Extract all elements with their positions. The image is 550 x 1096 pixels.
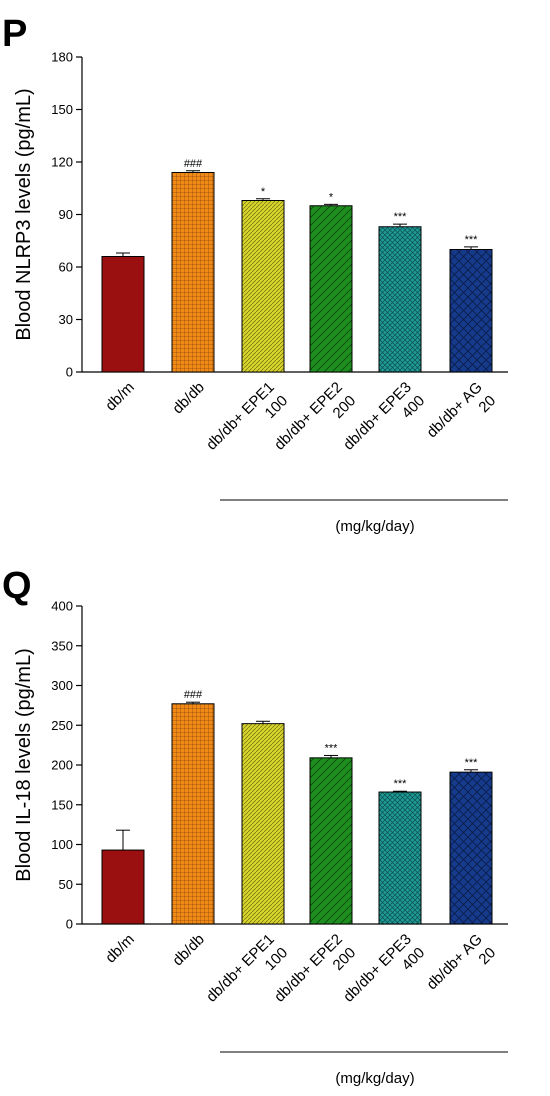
bar [378,226,422,373]
category-label: db/db+ AG20 [423,379,499,455]
significance-label: ### [184,158,203,170]
panel-letter: P [2,13,27,55]
category-label: db/m [102,379,138,415]
category-label-line: db/db [169,379,208,418]
y-tick-label: 120 [51,155,73,170]
bar [241,723,285,925]
significance-label: *** [394,211,408,223]
dose-units-label: (mg/kg/day) [335,1070,414,1087]
y-tick-label: 50 [59,877,73,892]
category-label-line: db/db+ AG [423,379,485,441]
significance-label: ### [184,689,203,701]
y-tick-label: 400 [51,599,73,614]
y-tick-label: 300 [51,678,73,693]
category-label: db/db+ EPE2200 [271,379,359,467]
chart-panel: Q 0 50 100 150 200 250 300 350 400 Blood IL-18 lev… [2,565,508,1087]
significance-label: * [329,191,334,203]
significance-label: * [261,186,266,198]
category-label-line: db/db [169,931,208,970]
chart-panel: P 0 30 60 90 120 150 180 Blood NLRP3 levels (pg/… [2,13,508,535]
y-tick-label: 350 [51,638,73,653]
bar [378,791,422,925]
bar [449,249,493,373]
significance-label: *** [325,742,339,754]
bar [241,200,285,373]
chart-panels: P 0 30 60 90 120 150 180 Blood NLRP3 levels (pg/… [2,13,508,1087]
category-label: db/db [169,931,208,970]
significance-label: *** [394,778,408,790]
category-label: db/db+ EPE2200 [271,931,359,1019]
y-tick-label: 60 [59,260,73,275]
bar [171,703,215,925]
bar [449,771,493,925]
y-axis-title: Blood NLRP3 levels (pg/mL) [13,88,35,340]
bar [309,205,353,373]
category-label: db/db+ EPE3400 [340,379,428,467]
panel-letter: Q [2,565,32,607]
category-label: db/db+ EPE3400 [340,931,428,1019]
category-label-line: db/db+ AG [423,931,485,993]
category-label: db/db+ EPE1100 [203,931,291,1019]
y-tick-label: 0 [66,365,73,380]
bar [101,256,145,373]
y-tick-label: 100 [51,837,73,852]
y-axis-title: Blood IL-18 levels (pg/mL) [13,648,35,881]
dose-units-label: (mg/kg/day) [335,518,414,535]
category-label-line: db/m [102,931,138,967]
y-tick-label: 250 [51,718,73,733]
bar [309,757,353,925]
y-tick-label: 30 [59,312,73,327]
bar [171,172,215,373]
y-tick-label: 90 [59,207,73,222]
bar [101,849,145,925]
y-tick-label: 0 [66,917,73,932]
category-label: db/db+ EPE1100 [203,379,291,467]
y-tick-label: 200 [51,758,73,773]
y-tick-label: 180 [51,50,73,65]
category-label: db/db+ AG20 [423,931,499,1007]
significance-label: *** [465,234,479,246]
category-label: db/m [102,931,138,967]
y-tick-label: 150 [51,797,73,812]
category-label: db/db [169,379,208,418]
category-label-line: db/m [102,379,138,415]
significance-label: *** [465,757,479,769]
y-tick-label: 150 [51,102,73,117]
